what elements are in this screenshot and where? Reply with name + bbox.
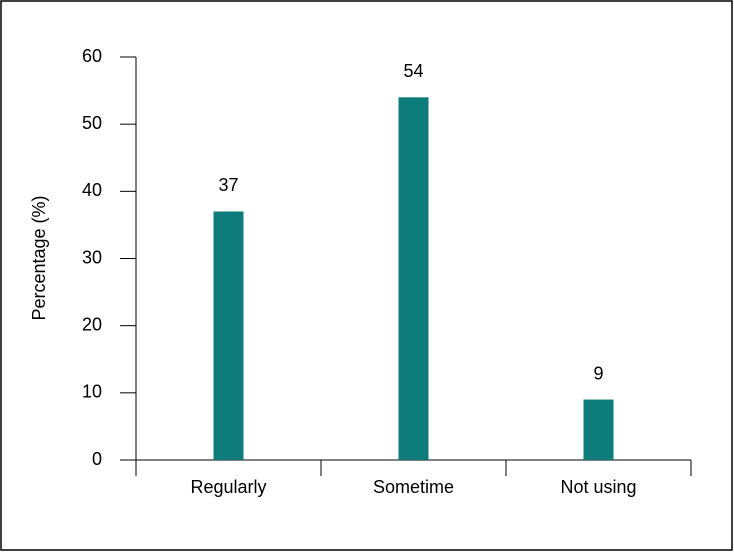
y-tick-label: 60 (82, 46, 102, 66)
y-tick-label: 30 (82, 247, 102, 267)
bar (213, 211, 244, 460)
x-tick-label: Not using (560, 477, 636, 497)
data-label: 9 (593, 363, 603, 383)
y-tick-label: 50 (82, 113, 102, 133)
data-label: 54 (403, 61, 423, 81)
bar (583, 399, 614, 460)
x-tick-label: Sometime (373, 477, 454, 497)
x-tick-label: Regularly (190, 477, 266, 497)
y-tick-label: 10 (82, 382, 102, 402)
y-tick-label: 0 (92, 449, 102, 469)
y-axis-label: Percentage (%) (29, 195, 49, 320)
y-tick-label: 40 (82, 180, 102, 200)
bar (398, 97, 429, 461)
data-label: 37 (218, 175, 238, 195)
y-tick-label: 20 (82, 314, 102, 334)
